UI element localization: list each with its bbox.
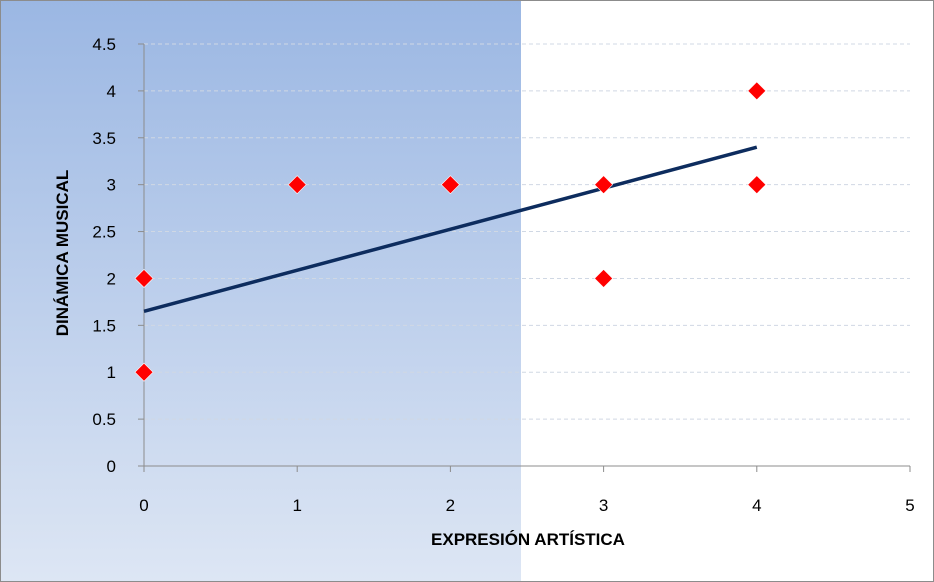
x-tick-label: 5 — [905, 496, 914, 515]
x-tick-label: 0 — [139, 496, 148, 515]
trendline — [143, 145, 758, 313]
y-tick-label: 0.5 — [92, 410, 116, 429]
trendline-layer — [143, 145, 758, 313]
data-point — [287, 175, 307, 195]
x-axis-title: EXPRESIÓN ARTÍSTICA — [431, 530, 625, 549]
y-tick-label: 4.5 — [92, 35, 116, 54]
y-tick-label: 1 — [107, 363, 116, 382]
data-point — [134, 362, 154, 382]
y-tick-label: 4 — [107, 82, 116, 101]
x-tick-label: 2 — [446, 496, 455, 515]
x-tick-label: 3 — [599, 496, 608, 515]
y-axis-title: DINÁMICA MUSICAL — [53, 170, 72, 337]
x-tick-label: 1 — [292, 496, 301, 515]
data-point — [594, 175, 614, 195]
y-tick-label: 3.5 — [92, 129, 116, 148]
data-point — [747, 81, 767, 101]
data-point — [440, 175, 460, 195]
chart-background-gradient — [1, 1, 521, 581]
y-tick-label: 0 — [107, 457, 116, 476]
y-tick-label: 1.5 — [92, 316, 116, 335]
data-point — [594, 269, 614, 288]
data-point — [747, 175, 767, 195]
y-tick-label: 3 — [107, 176, 116, 195]
data-point — [134, 269, 154, 288]
y-tick-label: 2 — [107, 269, 116, 288]
y-tick-label: 2.5 — [92, 223, 116, 242]
data-points — [134, 81, 767, 382]
tick-labels: 0 0.5 1 1.5 2 2.5 3 3.5 4 4.5 0 1 2 3 4 5 — [92, 35, 914, 515]
x-tick-label: 4 — [752, 496, 761, 515]
